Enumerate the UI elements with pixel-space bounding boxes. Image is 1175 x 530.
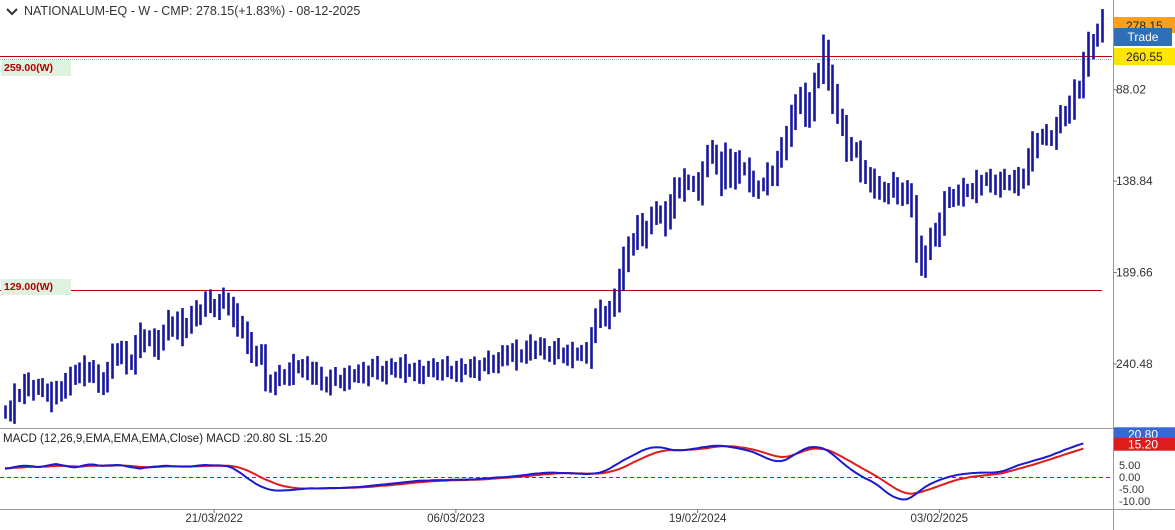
chevron-down-icon bbox=[6, 8, 18, 16]
level-price-label: 260.55 bbox=[1126, 50, 1163, 64]
level-label-upper: 259.00(W) bbox=[1, 60, 71, 76]
time-tick-label: 03/02/2025 bbox=[911, 513, 969, 525]
chart-title: NATIONALUM-EQ - W - CMP: 278.15(+1.83%) … bbox=[24, 4, 361, 18]
price-tick-label: 138.84 bbox=[1116, 174, 1153, 188]
trade-button[interactable]: Trade bbox=[1114, 28, 1172, 46]
macd-tick-label: 5.00 bbox=[1119, 460, 1140, 472]
macd-tick-label: -10.00 bbox=[1119, 496, 1150, 508]
menu-button[interactable] bbox=[2, 2, 22, 22]
time-tick-label: 06/03/2023 bbox=[427, 513, 485, 525]
macd-panel bbox=[0, 442, 1112, 501]
signal-value-tag-bg bbox=[1114, 437, 1175, 451]
level-price-tag: 260.55 bbox=[1114, 48, 1175, 65]
signal-value-label: 15.20 bbox=[1128, 438, 1158, 452]
time-tick-label: 21/03/2022 bbox=[185, 513, 243, 525]
level-price-tag-bg bbox=[1114, 48, 1175, 65]
level-label-lower: 129.00(W) bbox=[1, 279, 71, 295]
macd-tick-label: 0.00 bbox=[1119, 472, 1140, 484]
price-tick-label: 189.66 bbox=[1116, 266, 1153, 280]
price-axis: 240.48189.66138.8488.02278.15260.555.000… bbox=[1113, 17, 1175, 508]
time-axis: 21/03/2022 06/03/2023 19/02/2024 03/02/2025 bbox=[185, 509, 968, 525]
macd-line bbox=[4, 442, 1084, 501]
signal-line bbox=[5, 445, 1084, 495]
macd-label: MACD (12,26,9,EMA,EMA,EMA,Close) MACD :2… bbox=[3, 433, 328, 445]
signal-value-tag: 15.20 bbox=[1114, 437, 1175, 452]
price-bars bbox=[4, 9, 1104, 424]
price-tick-label: 240.48 bbox=[1116, 357, 1153, 371]
time-tick-label: 19/02/2024 bbox=[669, 513, 727, 525]
support-resistance-levels bbox=[0, 56, 1112, 291]
macd-tick-label: -5.00 bbox=[1119, 484, 1144, 496]
price-tick-label: 88.02 bbox=[1116, 83, 1146, 97]
